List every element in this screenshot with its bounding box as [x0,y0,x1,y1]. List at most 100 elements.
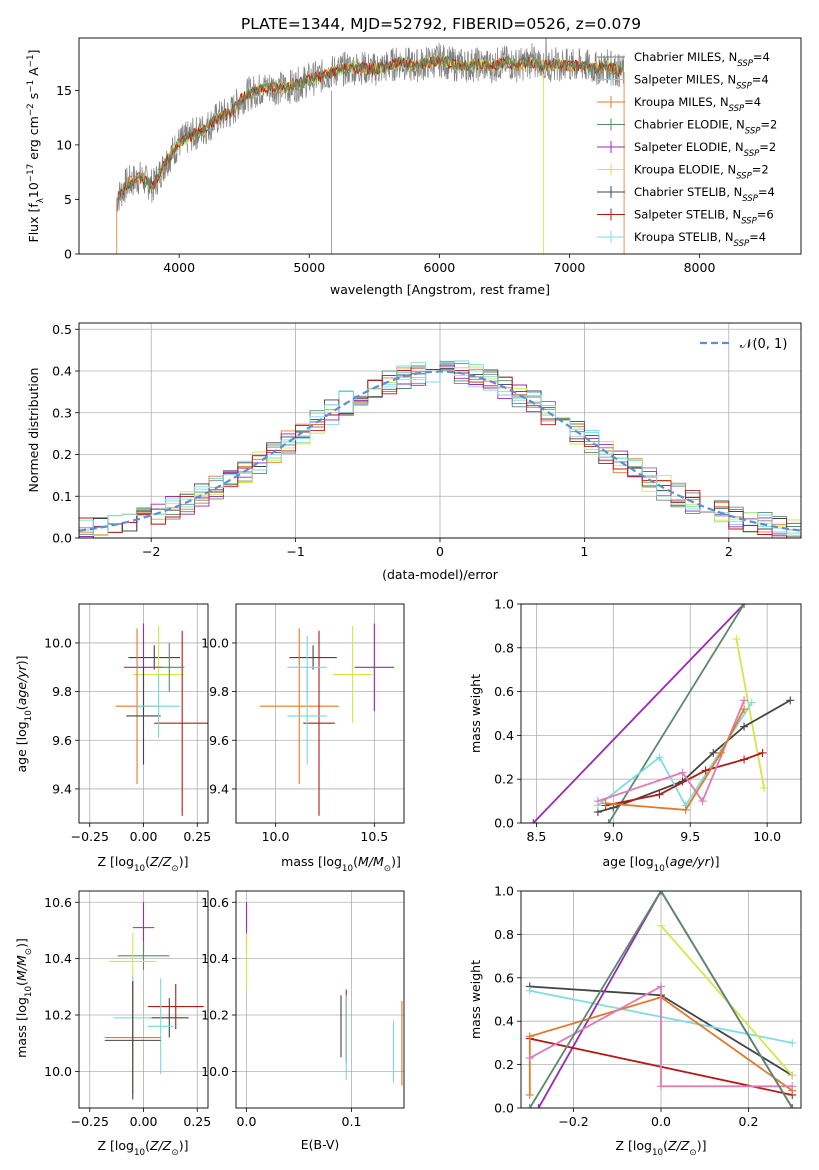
p5-xtick-label: 10.0 [753,829,781,844]
hist-xtick-label: 1 [580,544,588,559]
p6-axes [75,891,208,1112]
hist-ytick-label: 0.1 [52,489,72,504]
p4-xtick-label: 10.5 [360,829,388,844]
p4-xlabel-part: ⊙ [384,864,391,874]
legend-label: Salpeter STELIB, NSSP=6 [634,208,774,227]
p3-ytick-label: 9.4 [52,781,72,796]
hist-ytick-label: 0.5 [52,322,72,337]
p4-xtick-label: 10.0 [262,829,290,844]
figure-title: PLATE=1344, MJD=52792, FIBERID=0526, z=0… [241,15,641,33]
spectrum-ytick-label: 10 [56,137,72,152]
p6-ytick-label: 10.2 [44,1008,72,1023]
p6-xlabel-part: Z/Z [149,1138,172,1153]
p5-series-line [607,604,745,823]
p5-xtick-label: 9.0 [603,829,623,844]
p8-xtick-label: 0.2 [739,1114,759,1129]
legend-label: Kroupa ELODIE, NSSP=2 [634,163,769,182]
p8-xlabel-part: )] [697,1138,707,1153]
legend-label-tail: =2 [752,163,769,177]
p8-ytick-label: 0.6 [494,970,514,985]
legend-label-sub: SSP [734,239,750,249]
spectrum-ytick-label: 15 [56,83,72,98]
p5-ytick-label: 1.0 [494,597,514,612]
p5-series-line [605,708,745,811]
p6-xlabel-part: Z [log [98,1138,134,1153]
p5-xlabel-part: 10 [654,864,665,874]
p8-xtick-label: −0.2 [558,1114,588,1129]
spectrum-xtick-label: 4000 [163,260,195,275]
spectrum-data-line [116,38,625,212]
p6-xlabel: Z [log10(Z/Z⊙)] [98,1138,189,1158]
spectrum-ylabel-part: −17 [26,164,36,182]
p8-xlabel-part: Z [log [616,1138,652,1153]
p8-axes [517,890,801,1112]
legend-label-text: Kroupa MILES, N [634,95,729,109]
p3-xlabel-part: ⊙ [171,864,178,874]
p3-ylabel-part: 10 [24,710,34,721]
p6-ytick-label: 10.0 [44,1064,72,1079]
hist-legend-label: 𝒩(0, 1) [740,337,787,352]
p3-ylabel-part: ( [14,705,29,710]
p5-series-line [597,702,753,808]
hist-xtick-label: 2 [725,544,733,559]
p6-ylabel-part: )] [14,938,29,948]
legend-label-text: Chabrier STELIB, N [634,185,742,199]
p5-ylabel: mass weight [468,674,483,753]
legend-label-tail: =4 [758,185,775,199]
p8-xlabel: Z [log10(Z/Z⊙)] [616,1138,707,1158]
p8-ytick-label: 0.8 [494,927,514,942]
p3-ylabel-part: age/yr [14,664,29,705]
spectrum-ylabel-part: −2 [26,103,36,116]
hist-frame [78,322,802,539]
p5-xlabel: age [log10(age/yr)] [602,854,719,874]
hist-ylabel: Normed distribution [26,368,41,493]
hist-xtick-label: −2 [142,544,160,559]
legend-label-text: Chabrier ELODIE, N [634,118,745,132]
p3-xtick-label: 0.00 [130,829,158,844]
p4-ytick-label: 9.4 [209,781,229,796]
p8-xlabel-part: ⊙ [689,1148,696,1158]
legend-label: Salpeter MILES, NSSP=4 [634,73,769,92]
p3-ytick-label: 9.8 [52,684,72,699]
p3-ylabel-part: )] [14,655,29,665]
spectrum-xtick-label: 5000 [293,260,325,275]
p8-xlabel-part: 10 [652,1148,663,1158]
p6-xlabel-part: )] [179,1138,189,1153]
legend-label-tail: =4 [749,230,766,244]
p6-xlabel-part: ( [145,1138,150,1153]
p5-xlabel-part: )] [710,854,720,869]
legend-label-sub: SSP [741,217,757,227]
legend-label-sub: SSP [737,59,753,69]
p7-ytick-label: 10.0 [201,1064,229,1079]
p4-ytick-label: 10.0 [201,635,229,650]
p7-ytick-label: 10.2 [201,1008,229,1023]
p4-xlabel: mass [log10(M/M⊙)] [281,854,401,874]
legend-label-text: Salpeter ELODIE, N [634,140,744,154]
p3-xlabel-part: )] [179,854,189,869]
p6-xlabel-part: 10 [134,1148,145,1158]
p8-frame [520,890,802,1109]
p3-xlabel-part: ( [145,854,150,869]
p8-series-line [528,996,793,1095]
hist-xtick-label: 0 [436,544,444,559]
spectrum-model-line [117,54,622,200]
legend-label: Salpeter ELODIE, NSSP=2 [634,140,776,159]
legend-label: Kroupa STELIB, NSSP=4 [634,230,766,249]
spectrum-ylabel-part: A [26,67,41,80]
p5-ytick-label: 0.8 [494,640,514,655]
p6-ytick-label: 10.4 [44,951,72,966]
p3-xlabel-part: 10 [134,864,145,874]
p3-frame [78,603,209,824]
p6-ylabel-part: 10 [24,986,34,997]
p3-ylabel: age [log10(age/yr)] [14,655,34,772]
legend-label: Kroupa MILES, NSSP=4 [634,95,761,114]
hist-series-group [79,360,801,538]
p6-ytick-label: 10.6 [44,895,72,910]
p6-ylabel-part: mass [log [14,997,29,1058]
p5-xtick-label: 8.5 [526,829,546,844]
p8-ytick-label: 1.0 [494,884,514,899]
p6-ylabel-part: ( [14,981,29,986]
p8-ytick-label: 0.2 [494,1057,514,1072]
